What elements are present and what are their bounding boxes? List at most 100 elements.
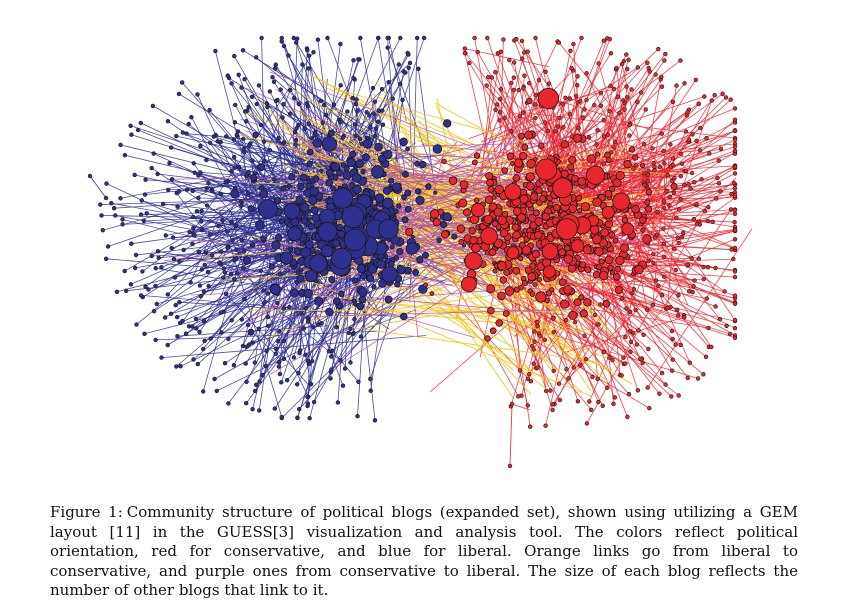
network-node-1682 [644, 205, 653, 213]
network-edge-827 [518, 267, 679, 396]
network-node-778 [671, 190, 677, 196]
network-node-620 [678, 342, 683, 348]
network-node-98 [184, 131, 189, 136]
network-edge-259 [352, 97, 404, 177]
network-edge-778 [601, 192, 675, 264]
network-node-571 [705, 218, 711, 224]
network-node-747 [582, 107, 587, 112]
network-node-100 [135, 127, 141, 133]
network-node-20 [318, 98, 323, 104]
network-node-422 [261, 288, 266, 293]
network-node-131 [143, 284, 148, 289]
network-node-70 [310, 359, 315, 364]
network-node-76 [144, 211, 149, 216]
network-node-384 [299, 311, 304, 316]
network-node-281 [134, 322, 139, 327]
network-node-235 [305, 319, 311, 324]
network-node-1914 [589, 225, 600, 235]
network-node-83 [195, 361, 201, 367]
network-node-299 [264, 348, 269, 354]
network-node-1379 [332, 187, 354, 209]
network-node-692 [661, 205, 667, 211]
network-node-1381 [330, 247, 353, 269]
network-node-739 [712, 92, 717, 98]
network-node-394 [390, 96, 395, 101]
network-node-886 [278, 272, 283, 277]
network-node-1874 [513, 158, 524, 168]
network-node-90 [281, 306, 286, 311]
network-node-780 [685, 109, 690, 115]
network-node-510 [526, 80, 532, 86]
network-node-84 [167, 161, 172, 166]
network-node-386 [245, 190, 251, 196]
network-node-1788 [560, 169, 569, 179]
network-node-585 [665, 305, 670, 311]
network-node-546 [590, 374, 595, 380]
network-node-148 [218, 139, 223, 145]
network-node-285 [311, 399, 317, 405]
network-node-699 [521, 86, 526, 91]
network-node-986 [401, 194, 407, 201]
network-node-772 [732, 208, 738, 213]
network-node-1768 [579, 309, 588, 318]
network-node-815 [586, 135, 592, 140]
network-node-839 [690, 290, 695, 295]
network-edge-858 [647, 228, 753, 388]
network-node-731 [659, 131, 664, 136]
network-node-639 [630, 290, 635, 296]
network-node-109 [276, 359, 282, 365]
network-edge-419 [216, 142, 285, 306]
network-node-653 [588, 407, 594, 412]
network-node-398 [174, 364, 179, 369]
network-node-1725 [512, 266, 521, 275]
network-node-983 [340, 161, 347, 168]
network-node-1138 [300, 173, 308, 182]
network-node-655 [567, 112, 573, 117]
network-node-42 [166, 187, 171, 193]
network-node-479 [732, 293, 738, 298]
network-node-1074 [308, 222, 316, 230]
network-node-419 [281, 140, 287, 145]
network-node-670 [614, 65, 619, 71]
network-node-321 [254, 382, 259, 387]
network-node-796 [694, 221, 700, 227]
network-node-30 [321, 102, 327, 108]
network-node-760 [718, 146, 724, 152]
network-node-721 [485, 35, 490, 41]
network-node-819 [563, 95, 568, 101]
network-node-64 [151, 151, 156, 156]
network-node-860 [87, 173, 93, 179]
network-node-646 [695, 376, 701, 381]
network-node-1870 [568, 310, 578, 320]
network-node-848 [732, 245, 738, 251]
network-node-1336 [432, 144, 443, 154]
network-node-106 [368, 388, 373, 393]
network-node-1923 [506, 246, 520, 259]
network-node-663 [509, 80, 514, 86]
network-node-1156 [399, 312, 408, 321]
network-node-433 [646, 168, 651, 173]
network-node-1916 [504, 286, 515, 296]
network-node-382 [304, 101, 310, 106]
network-node-638 [550, 402, 556, 407]
network-node-598 [707, 151, 712, 156]
network-node-631 [676, 207, 682, 212]
network-node-290 [281, 356, 287, 361]
network-node-504 [475, 49, 480, 55]
network-node-53 [294, 40, 299, 45]
network-node-662 [728, 207, 734, 212]
network-node-1589 [526, 97, 533, 105]
network-node-232 [208, 336, 213, 341]
network-node-682 [732, 117, 738, 123]
network-node-502 [511, 60, 517, 65]
network-node-354 [370, 85, 376, 91]
network-node-1941 [537, 87, 560, 110]
network-node-230 [218, 310, 224, 315]
network-node-826 [626, 57, 631, 62]
network-node-453 [543, 423, 548, 428]
network-node-1893 [563, 254, 574, 264]
network-node-767 [650, 146, 655, 151]
network-node-312 [367, 113, 372, 118]
network-node-1827 [497, 291, 506, 301]
network-node-367 [291, 355, 297, 360]
